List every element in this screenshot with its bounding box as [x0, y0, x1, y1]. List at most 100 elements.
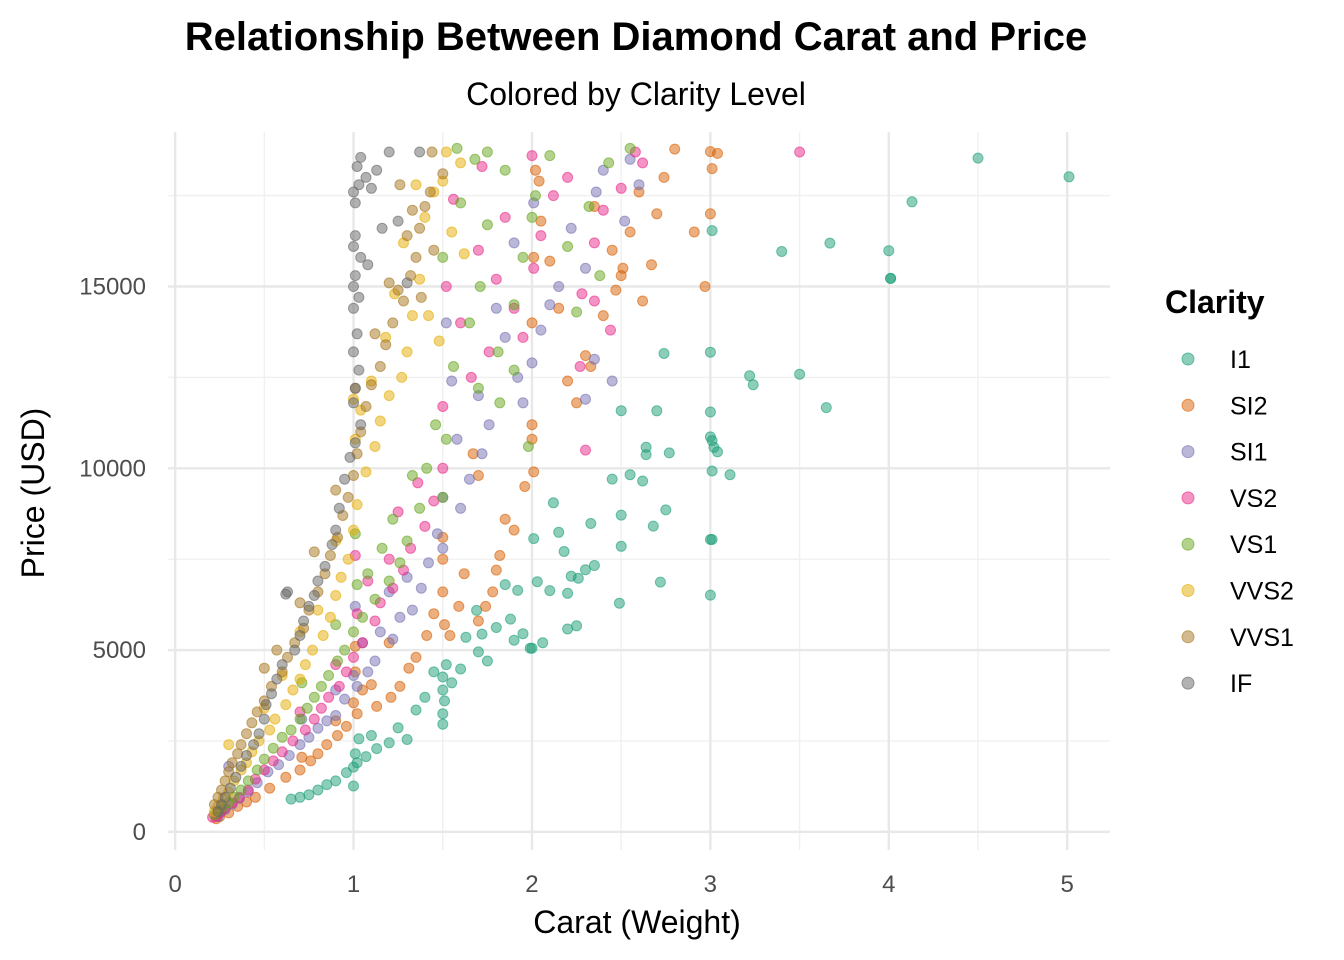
- data-point-vs1: [258, 753, 270, 765]
- data-point-si2: [706, 163, 718, 175]
- data-point-i1: [490, 622, 502, 633]
- legend-label-vvs2: VVS2: [1230, 578, 1294, 606]
- data-point-si2: [458, 568, 470, 580]
- data-point-i1: [615, 405, 627, 417]
- data-point-if: [355, 251, 367, 263]
- data-point-si1: [483, 419, 495, 431]
- data-point-vs2: [437, 462, 449, 474]
- data-point-i1: [528, 533, 540, 545]
- data-point-vvs1: [360, 401, 372, 412]
- data-point-vs1: [472, 382, 484, 394]
- data-point-vs1: [430, 419, 442, 431]
- data-point-si2: [312, 748, 324, 760]
- data-point-si1: [517, 397, 529, 409]
- data-point-si2: [296, 751, 308, 763]
- data-point-vs1: [323, 670, 335, 681]
- data-point-vvs1: [424, 186, 436, 198]
- data-point-vvs2: [317, 630, 329, 641]
- data-point-vvs2: [396, 371, 408, 383]
- data-point-si2: [637, 295, 649, 307]
- data-point-i1: [640, 449, 652, 461]
- data-point-si2: [264, 782, 276, 794]
- data-point-vs2: [588, 295, 600, 307]
- data-point-i1: [437, 718, 449, 730]
- plot-points: [207, 142, 1075, 825]
- data-point-vs2: [267, 755, 279, 767]
- legend-key-if: [1181, 676, 1195, 690]
- data-point-vvs1: [419, 201, 431, 212]
- data-point-vs1: [369, 593, 381, 605]
- data-point-if: [230, 771, 242, 783]
- data-point-si1: [526, 357, 538, 369]
- data-point-si1: [455, 502, 467, 514]
- data-point-vs1: [437, 251, 449, 263]
- data-point-i1: [565, 570, 577, 582]
- data-point-vs1: [301, 702, 313, 714]
- data-point-i1: [476, 628, 488, 640]
- data-point-vs1: [499, 164, 511, 176]
- data-point-vs2: [526, 150, 538, 162]
- data-point-vvs1: [246, 717, 258, 729]
- data-point-if: [348, 302, 359, 314]
- data-point-vvs1: [380, 339, 392, 351]
- data-point-vvs2: [307, 644, 318, 656]
- data-point-i1: [544, 585, 556, 597]
- legend-title: Clarity: [1165, 284, 1265, 320]
- data-point-if: [371, 164, 383, 176]
- data-point-vvs1: [365, 379, 377, 391]
- data-point-vvs1: [410, 251, 422, 263]
- data-point-i1: [824, 237, 836, 249]
- data-point-vs1: [571, 306, 583, 318]
- data-point-si1: [553, 281, 565, 292]
- data-point-if: [348, 346, 359, 358]
- data-point-vs2: [472, 244, 484, 256]
- data-point-si2: [371, 700, 383, 712]
- data-point-i1: [580, 564, 591, 576]
- data-point-i1: [606, 473, 618, 485]
- data-point-si1: [415, 582, 427, 594]
- data-point-i1: [471, 604, 483, 616]
- data-point-vvs2: [223, 739, 235, 751]
- data-point-vvs2: [299, 659, 311, 671]
- data-point-vs2: [576, 288, 588, 300]
- legend-key-vs1: [1181, 537, 1195, 551]
- data-point-si2: [453, 600, 465, 612]
- data-point-vvs1: [251, 706, 263, 718]
- data-point-if: [258, 713, 270, 725]
- data-point-vs2: [383, 553, 395, 565]
- data-point-si1: [351, 680, 363, 692]
- data-point-if: [383, 146, 395, 158]
- data-point-if: [392, 215, 404, 227]
- data-point-if: [344, 451, 356, 463]
- data-point-vs1: [530, 190, 541, 202]
- data-point-si2: [526, 317, 538, 329]
- data-point-i1: [820, 402, 832, 414]
- data-point-vvs1: [415, 291, 427, 303]
- data-point-i1: [706, 225, 718, 237]
- data-point-if: [280, 588, 292, 600]
- data-point-vs1: [464, 317, 475, 329]
- data-point-i1: [724, 469, 736, 481]
- data-point-i1: [704, 431, 716, 443]
- data-point-vs1: [251, 764, 263, 776]
- data-point-if: [319, 560, 331, 572]
- data-point-si2: [508, 524, 520, 536]
- chart-subtitle: Colored by Clarity Level: [466, 76, 806, 112]
- data-point-i1: [776, 246, 788, 257]
- data-point-if: [303, 600, 315, 612]
- data-point-i1: [706, 465, 718, 477]
- data-point-vs1: [455, 197, 467, 209]
- data-point-vs1: [339, 644, 351, 656]
- data-point-si1: [508, 237, 520, 249]
- data-point-si2: [490, 564, 502, 576]
- legend-key-si1: [1181, 445, 1195, 459]
- data-point-i1: [419, 691, 431, 703]
- data-point-i1: [706, 534, 718, 545]
- data-point-if: [365, 182, 377, 194]
- data-point-i1: [460, 631, 472, 643]
- data-point-i1: [392, 722, 404, 734]
- y-tick-label: 10000: [79, 455, 146, 482]
- data-point-si1: [606, 375, 618, 387]
- data-point-vvs2: [335, 571, 347, 583]
- data-point-vvs1: [387, 317, 399, 329]
